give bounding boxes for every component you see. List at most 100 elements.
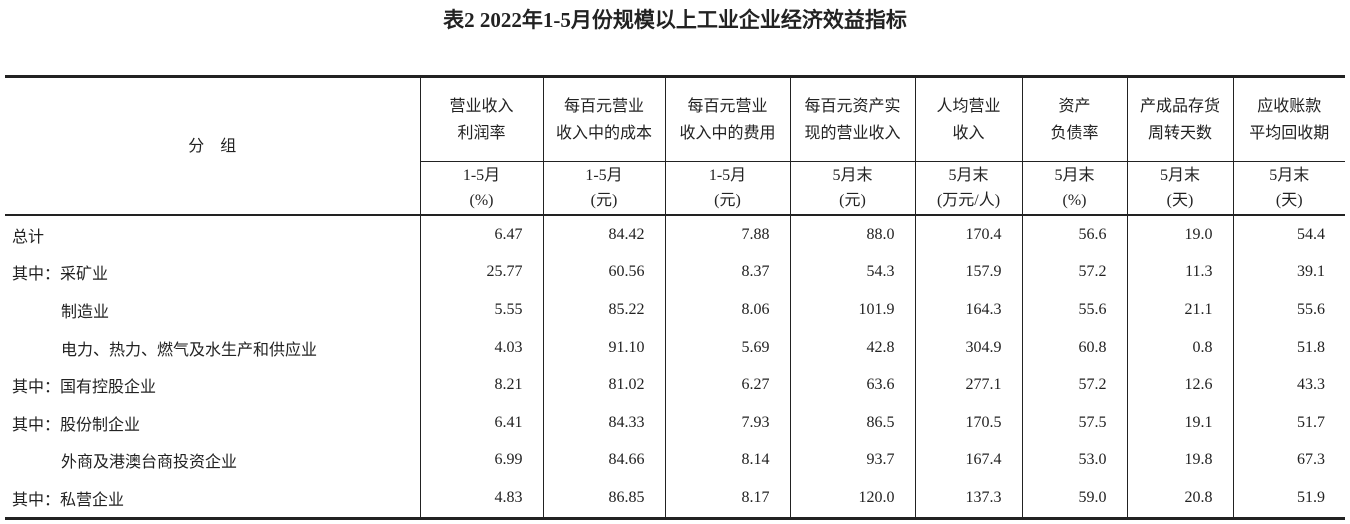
- column-header: 每百元资产实 现的营业收入: [789, 75, 915, 162]
- cell-value: 5.69: [664, 328, 790, 367]
- cell-value: 86.85: [542, 479, 665, 520]
- column-period: 5月末: [1269, 167, 1310, 184]
- row-label: 其中：国有控股企业: [12, 379, 157, 397]
- cell-value: 42.8: [789, 328, 915, 367]
- cell-value: 56.6: [1021, 215, 1127, 254]
- column-period: 1-5月: [708, 167, 747, 184]
- cell-value: 5.55: [419, 291, 543, 329]
- column-header: 每百元营业 收入中的费用: [664, 75, 790, 162]
- column-unit: (万元/人): [936, 192, 1001, 209]
- column-name: 产成品存货: [1139, 97, 1220, 115]
- table-row: 总计 6.47 84.42 7.88 88.0 170.4 56.6 19.0 54.4: [5, 215, 1345, 254]
- row-label: 制造业: [61, 303, 110, 321]
- cell-value: 170.4: [914, 215, 1022, 254]
- column-period: 5月末: [832, 167, 873, 184]
- column-period: 5月末: [948, 167, 989, 184]
- column-name: 收入中的费用: [679, 124, 776, 142]
- column-header: 资产 负债率: [1021, 75, 1127, 162]
- cell-value: 55.6: [1021, 291, 1127, 329]
- column-period: 5月末: [1054, 167, 1095, 184]
- column-subheader: 1-5月 (元): [664, 161, 790, 216]
- header-row: 分 组 营业收入利润率 每百元营业 收入中的成本 每百元营业 收入中的费用 每百元资产实 现的…: [5, 75, 1345, 216]
- row-label: 总计: [12, 228, 45, 246]
- group-header: 分 组: [5, 75, 420, 216]
- header-row: 1-5月 (%) 1-5月 (元) 1-5月 (元) 5月末 (元) 5月末 (万元/人) 5月末 (…: [5, 161, 1345, 216]
- cell-value: 81.02: [542, 366, 665, 404]
- column-name: 利润率: [457, 124, 506, 142]
- cell-value: 0.8: [1126, 328, 1233, 367]
- cell-value: 60.56: [542, 253, 665, 292]
- cell-value: 21.1: [1126, 291, 1233, 329]
- cell-value: 11.3: [1126, 253, 1233, 292]
- column-name: 周转天数: [1147, 124, 1212, 142]
- cell-value: 19.1: [1126, 403, 1233, 442]
- cell-value: 7.93: [664, 403, 790, 442]
- row-label: 外商及港澳台商投资企业: [61, 454, 238, 472]
- cell-value: 167.4: [914, 441, 1022, 480]
- cell-value: 6.27: [664, 366, 790, 404]
- cell-value: 39.1: [1232, 253, 1345, 292]
- cell-value: 8.37: [664, 253, 790, 292]
- cell-value: 25.77: [419, 253, 543, 292]
- column-header: 产成品存货 周转天数: [1126, 75, 1233, 162]
- cell-value: 57.2: [1021, 253, 1127, 292]
- cell-value: 164.3: [914, 291, 1022, 329]
- cell-value: 51.9: [1232, 479, 1345, 520]
- cell-value: 277.1: [914, 366, 1022, 404]
- cell-value: 170.5: [914, 403, 1022, 442]
- cell-value: 53.0: [1021, 441, 1127, 480]
- table-row: 其中：股份制企业 6.41 84.33 7.93 86.5 170.5 57.5 19.1 51…: [5, 403, 1345, 442]
- column-header: 每百元营业 收入中的成本: [542, 75, 665, 162]
- cell-value: 8.14: [664, 441, 790, 480]
- column-unit: (元): [590, 192, 618, 209]
- cell-value: 20.8: [1126, 479, 1233, 520]
- cell-value: 63.6: [789, 366, 915, 404]
- column-subheader: 5月末 (元): [789, 161, 915, 216]
- cell-value: 6.99: [419, 441, 543, 480]
- cell-value: 67.3: [1232, 441, 1345, 480]
- cell-value: 84.42: [542, 215, 665, 254]
- column-name: 现的营业收入: [804, 124, 901, 142]
- cell-value: 84.66: [542, 441, 665, 480]
- column-unit: (%): [469, 192, 494, 209]
- cell-value: 157.9: [914, 253, 1022, 292]
- cell-value: 6.41: [419, 403, 543, 442]
- cell-value: 120.0: [789, 479, 915, 520]
- column-unit: (天): [1275, 192, 1303, 209]
- cell-value: 137.3: [914, 479, 1022, 520]
- cell-value: 51.7: [1232, 403, 1345, 442]
- cell-value: 304.9: [914, 328, 1022, 367]
- cell-value: 43.3: [1232, 366, 1345, 404]
- cell-value: 57.5: [1021, 403, 1127, 442]
- cell-value: 12.6: [1126, 366, 1233, 404]
- cell-value: 59.0: [1021, 479, 1127, 520]
- column-unit: (天): [1166, 192, 1194, 209]
- cell-value: 84.33: [542, 403, 665, 442]
- cell-value: 19.0: [1126, 215, 1233, 254]
- column-name: 收入: [952, 124, 985, 142]
- cell-value: 51.8: [1232, 328, 1345, 367]
- column-subheader: 5月末 (%): [1021, 161, 1127, 216]
- column-name: 营业收入: [449, 97, 514, 115]
- table: 分 组 营业收入利润率 每百元营业 收入中的成本 每百元营业 收入中的费用 每百元资产实 现的…: [5, 75, 1345, 520]
- column-period: 1-5月: [585, 167, 623, 184]
- column-name: 资产: [1058, 97, 1091, 115]
- cell-value: 86.5: [789, 403, 915, 442]
- cell-value: 93.7: [789, 441, 915, 480]
- table-row: 制造业 5.55 85.22 8.06 101.9 164.3 55.6 21.1 55.6: [5, 291, 1345, 329]
- column-period: 1-5月: [462, 167, 501, 184]
- cell-value: 4.03: [419, 328, 543, 367]
- column-name: 人均营业: [936, 97, 1001, 115]
- cell-value: 54.3: [789, 253, 915, 292]
- row-label: 电力、热力、燃气及水生产和供应业: [61, 341, 318, 359]
- table-row: 外商及港澳台商投资企业 6.99 84.66 8.14 93.7 167.4 53.0 19.…: [5, 441, 1345, 480]
- column-name: 负债率: [1050, 124, 1099, 142]
- column-subheader: 5月末 (天): [1126, 161, 1233, 216]
- column-name: 收入中的成本: [555, 124, 652, 142]
- cell-value: 101.9: [789, 291, 915, 329]
- column-name: 应收账款: [1257, 97, 1322, 115]
- cell-value: 88.0: [789, 215, 915, 254]
- cell-value: 55.6: [1232, 291, 1345, 329]
- table-row: 电力、热力、燃气及水生产和供应业 4.03 91.10 5.69 42.8 304.9 60…: [5, 328, 1345, 367]
